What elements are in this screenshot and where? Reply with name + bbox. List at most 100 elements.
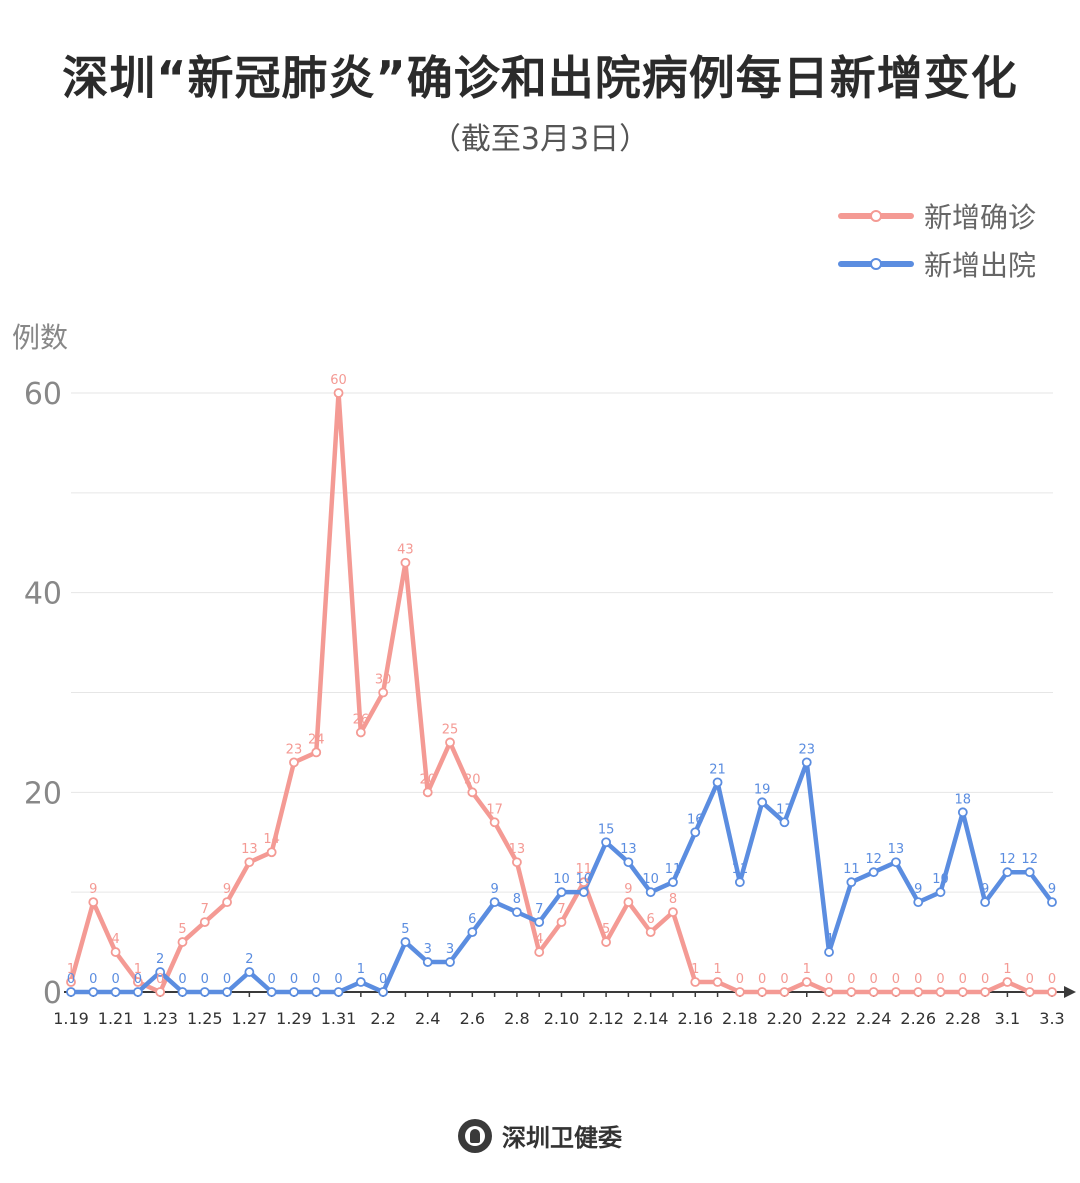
data-point: [88, 897, 99, 908]
data-point: [110, 947, 121, 957]
data-label: 1: [1003, 962, 1011, 977]
data-point: [222, 987, 232, 997]
data-label: 9: [914, 882, 922, 897]
data-point: [913, 987, 924, 997]
data-point: [623, 897, 634, 908]
data-point: [824, 987, 834, 997]
x-tick-label: 2.14: [633, 1009, 669, 1028]
data-label: 0: [223, 972, 231, 987]
legend-item-discharged: 新增出院: [838, 240, 1036, 288]
data-point: [489, 817, 500, 828]
data-label: 0: [736, 972, 744, 987]
data-label: 18: [955, 792, 972, 807]
data-point: [244, 967, 255, 977]
data-label: 19: [754, 782, 771, 797]
data-point: [155, 967, 166, 977]
x-tick-label: 1.23: [142, 1009, 178, 1028]
data-label: 20: [419, 772, 436, 787]
data-point: [311, 747, 322, 758]
data-label: 4: [535, 932, 543, 947]
data-point: [690, 827, 701, 838]
y-tick-label: 60: [24, 377, 62, 412]
data-label: 0: [268, 972, 276, 987]
data-point: [110, 987, 121, 997]
data-label: 16: [687, 812, 704, 827]
chart-title: 深圳“新冠肺炎”确诊和出院病例每日新增变化: [62, 51, 1018, 105]
data-point: [155, 987, 166, 997]
data-point: [1024, 987, 1035, 997]
data-point: [1002, 867, 1013, 878]
data-point: [623, 857, 634, 868]
data-point: [779, 817, 790, 828]
data-label: 2: [156, 952, 164, 967]
data-point: [199, 987, 210, 997]
data-point: [467, 787, 478, 798]
data-label: 7: [535, 902, 543, 917]
data-label: 0: [312, 972, 320, 987]
data-label: 8: [513, 892, 521, 907]
data-label: 0: [334, 972, 342, 987]
data-point: [378, 987, 389, 997]
data-point: [690, 977, 701, 987]
x-tick-label: 2.26: [900, 1009, 936, 1028]
data-label: 0: [1048, 972, 1056, 987]
x-tick-label: 1.25: [187, 1009, 223, 1028]
data-point: [445, 957, 455, 967]
data-label: 13: [888, 842, 905, 857]
data-point: [378, 687, 389, 698]
data-point: [645, 887, 656, 898]
data-label: 8: [669, 892, 677, 907]
data-point: [1002, 977, 1013, 987]
data-label: 0: [379, 972, 387, 987]
data-label: 9: [490, 882, 498, 897]
data-label: 9: [89, 882, 97, 897]
y-tick-label: 0: [43, 976, 62, 1011]
legend-label-confirmed: 新增确诊: [924, 201, 1037, 234]
data-point: [980, 897, 991, 908]
data-label: 7: [557, 902, 565, 917]
legend-item-confirmed: 新增确诊: [838, 192, 1036, 240]
data-label: 6: [468, 912, 476, 927]
data-point: [712, 777, 723, 788]
data-point: [66, 987, 76, 997]
data-label: 2: [245, 952, 253, 967]
data-label: 15: [598, 822, 615, 837]
data-label: 13: [620, 842, 637, 857]
data-point: [311, 987, 322, 997]
data-label: 1: [357, 962, 365, 977]
data-point: [734, 877, 745, 888]
x-tick-label: 3.3: [1039, 1009, 1064, 1028]
data-point: [132, 977, 143, 987]
y-tick-label: 20: [24, 776, 62, 811]
x-tick-label: 2.4: [415, 1009, 440, 1028]
data-point: [355, 727, 366, 738]
data-label: 0: [134, 972, 142, 987]
data-point: [779, 987, 790, 997]
data-point: [244, 857, 255, 868]
data-label: 7: [201, 902, 209, 917]
data-point: [578, 877, 589, 888]
data-label: 12: [865, 852, 882, 867]
data-label: 24: [308, 732, 325, 747]
data-label: 60: [330, 373, 347, 388]
data-point: [534, 917, 545, 928]
data-point: [556, 887, 567, 898]
data-label: 11: [843, 862, 860, 877]
data-point: [66, 977, 76, 987]
data-label: 0: [178, 972, 186, 987]
data-label: 1: [691, 962, 699, 977]
data-point: [556, 917, 567, 928]
data-point: [668, 877, 678, 888]
data-point: [757, 797, 768, 808]
data-point: [512, 907, 522, 918]
data-label: 0: [914, 972, 922, 987]
data-label: 21: [709, 762, 726, 777]
data-label: 1: [67, 962, 75, 977]
data-point: [512, 857, 522, 868]
data-label: 0: [1026, 972, 1034, 987]
legend-swatch-discharged: [838, 258, 914, 270]
data-point: [935, 987, 946, 997]
data-label: 30: [375, 673, 392, 688]
data-point: [868, 867, 879, 878]
